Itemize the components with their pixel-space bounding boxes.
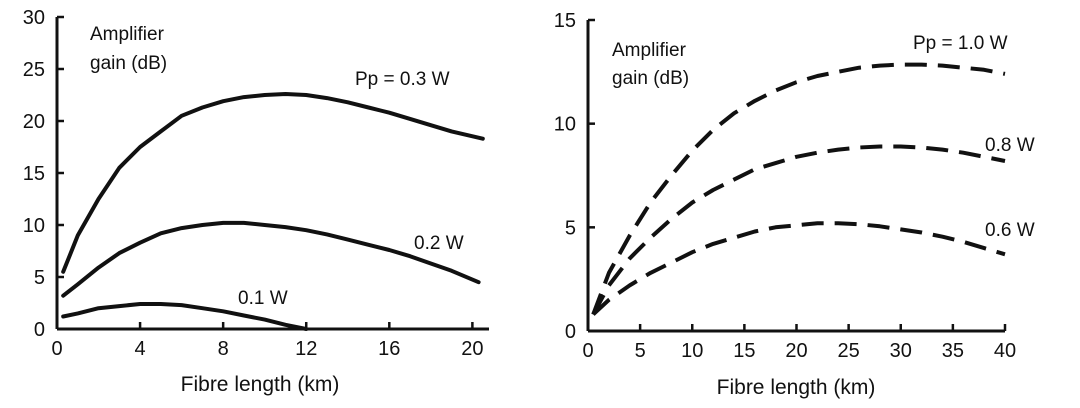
left-x-tick-label: 20 (461, 338, 483, 360)
right-series-label-3: 0.6 W (985, 220, 1035, 241)
right-x-tick-label: 20 (785, 340, 807, 362)
right-y-tick-label: 10 (554, 114, 576, 136)
left-annotation-line-2: gain (dB) (90, 53, 167, 74)
right-x-tick-label: 35 (942, 340, 964, 362)
left-y-tick-label: 25 (23, 59, 45, 81)
left-series-label-1: Pp = 0.3 W (355, 69, 450, 90)
right-y-tick-label: 5 (565, 217, 576, 239)
right-x-tick-label: 15 (733, 340, 755, 362)
right-y-tick-label: 0 (565, 321, 576, 343)
right-x-tick-label: 40 (994, 340, 1016, 362)
right-x-axis-title: Fibre length (km) (717, 376, 876, 399)
right-annotation-line-1: Amplifier (612, 40, 687, 61)
left-series-line-2 (61, 220, 481, 298)
left-y-tick-label: 30 (23, 7, 45, 29)
left-series-label-3: 0.1 W (238, 288, 288, 309)
right-x-tick-label: 10 (681, 340, 703, 362)
left-annotation-line-1: Amplifier (90, 24, 165, 45)
left-y-tick-label: 0 (34, 319, 45, 341)
left-y-tick-label: 15 (23, 163, 45, 185)
chart-right: Fibre length (km) Amplifier gain (dB) 0 5… (554, 10, 1035, 399)
right-x-tick-label: 25 (838, 340, 860, 362)
right-series-label-1: Pp = 1.0 W (913, 33, 1008, 54)
left-x-tick-label: 0 (51, 338, 62, 360)
right-series-label-2: 0.8 W (985, 135, 1035, 156)
left-x-tick-label: 8 (218, 338, 229, 360)
right-series-line-3 (591, 221, 1006, 316)
right-x-tick-label: 30 (890, 340, 912, 362)
right-x-tick-label: 0 (582, 340, 593, 362)
chart-left: Fibre length (km) Amplifier gain (dB) 0 4… (23, 7, 489, 396)
right-y-tick-label: 15 (554, 10, 576, 32)
right-series-line-2 (591, 144, 1006, 316)
left-x-tick-label: 12 (295, 338, 317, 360)
left-x-tick-label: 4 (135, 338, 146, 360)
left-x-tick-label: 16 (378, 338, 400, 360)
left-series-line-3 (61, 302, 309, 331)
left-x-axis-title: Fibre length (km) (181, 373, 340, 396)
right-annotation-line-2: gain (dB) (612, 68, 689, 89)
left-y-tick-label: 5 (34, 267, 45, 289)
left-series-label-2: 0.2 W (414, 233, 464, 254)
left-y-tick-label: 20 (23, 111, 45, 133)
left-series-line-1 (61, 92, 485, 274)
right-x-tick-label: 5 (635, 340, 646, 362)
right-series-line-1 (591, 62, 1006, 316)
left-y-tick-label: 10 (23, 215, 45, 237)
